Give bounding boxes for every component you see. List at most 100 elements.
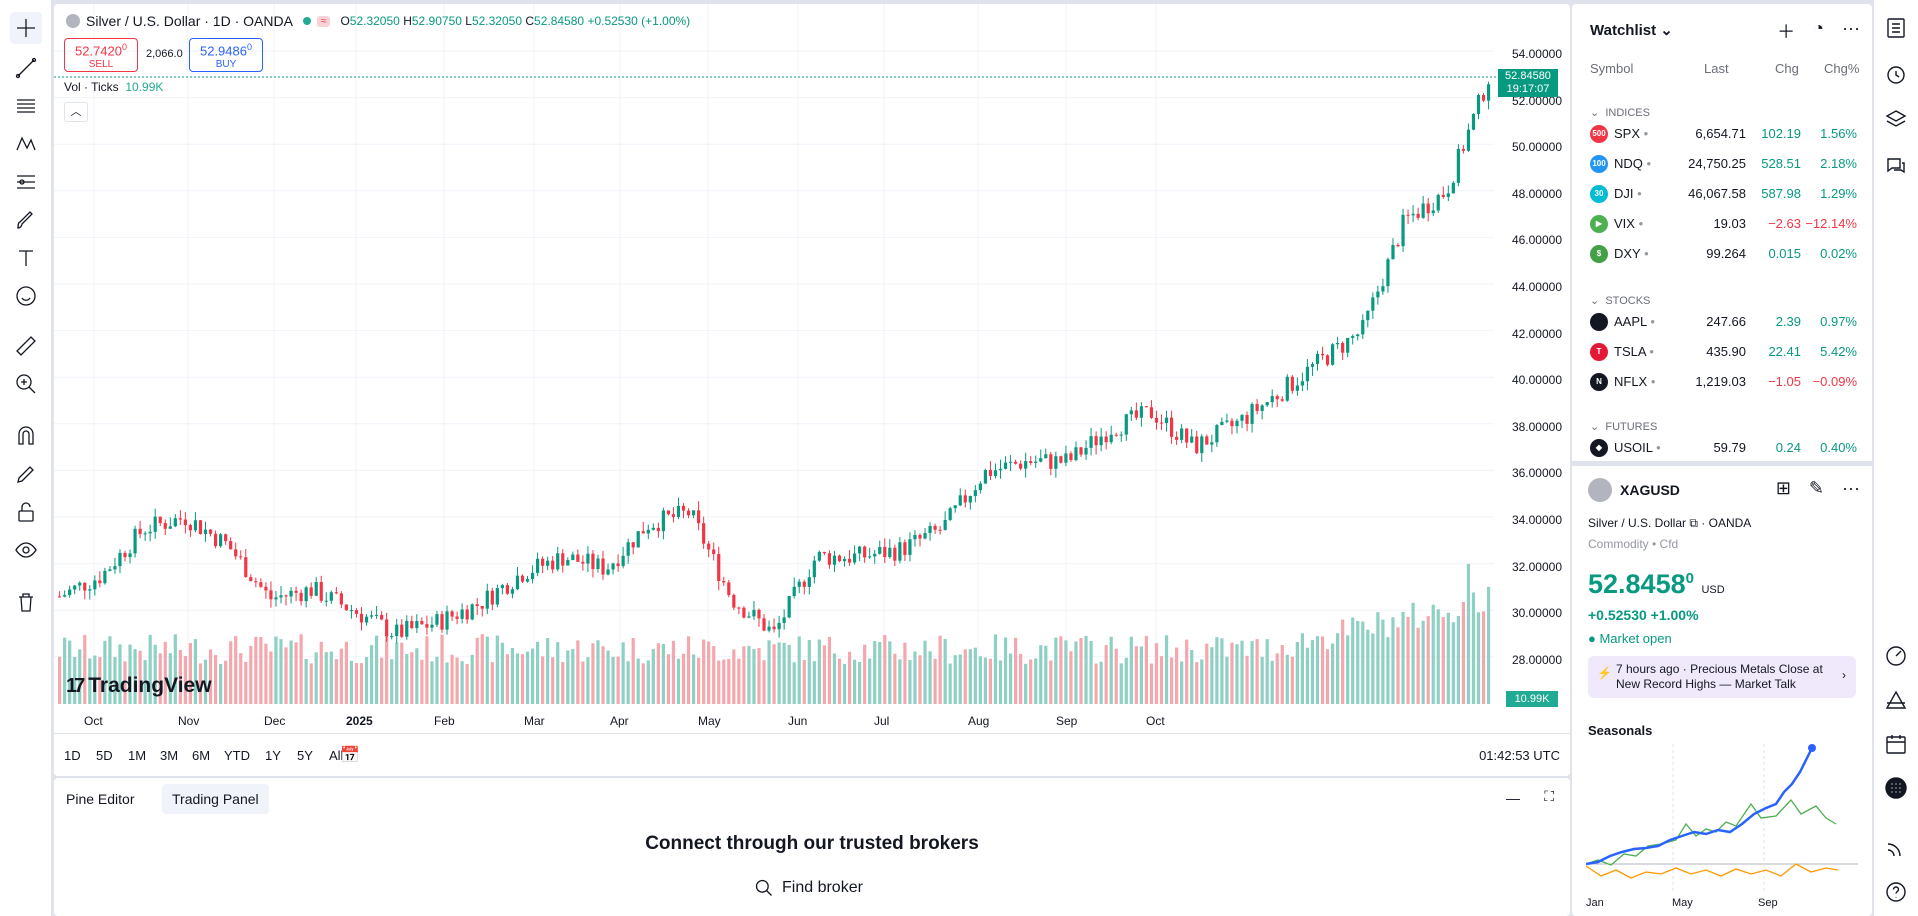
- pattern-icon[interactable]: [10, 128, 42, 160]
- range-button-all[interactable]: All: [329, 748, 344, 763]
- candle: [1396, 245, 1400, 247]
- news-item[interactable]: ⚡ 7 hours ago · Precious Metals Close at…: [1588, 656, 1856, 698]
- volume-legend[interactable]: Vol · Ticks 10.99K: [64, 80, 164, 94]
- candle: [1250, 404, 1254, 424]
- watchlist-row[interactable]: AAPL • 247.66 2.39 0.97%: [1572, 307, 1872, 337]
- alarm-icon[interactable]: [1880, 58, 1912, 90]
- layout-icon[interactable]: ⊞: [1775, 478, 1791, 498]
- range-button-5d[interactable]: 5D: [96, 748, 113, 763]
- range-button-ytd[interactable]: YTD: [224, 748, 250, 763]
- col-last[interactable]: Last: [1704, 61, 1729, 76]
- more-icon[interactable]: ···: [1842, 478, 1860, 498]
- range-button-1m[interactable]: 1M: [128, 748, 147, 763]
- tradingview-logo[interactable]: 17 TradingView: [66, 674, 212, 697]
- candle: [1305, 366, 1310, 382]
- volume-bar: [1008, 653, 1013, 704]
- time-axis-label: 2025: [346, 714, 373, 728]
- chat-icon[interactable]: [1880, 150, 1912, 182]
- emoji-icon[interactable]: [10, 280, 42, 312]
- seasonals-chart[interactable]: [1586, 744, 1858, 894]
- crosshair-icon[interactable]: [10, 12, 42, 44]
- trash-icon[interactable]: [10, 586, 42, 618]
- layers-icon[interactable]: [1880, 104, 1912, 136]
- col-chg-pct[interactable]: Chg%: [1824, 61, 1860, 76]
- text-icon[interactable]: [10, 242, 42, 274]
- ruler-icon[interactable]: [10, 330, 42, 362]
- minimize-icon[interactable]: —: [1506, 790, 1520, 806]
- watchlist-icon[interactable]: [1880, 12, 1912, 44]
- volume-bar: [631, 637, 635, 704]
- fib-retracement-icon[interactable]: [10, 90, 42, 122]
- broadcast-icon[interactable]: [1880, 832, 1912, 864]
- find-broker-button[interactable]: Find broker: [754, 878, 863, 898]
- chart-title[interactable]: Silver / U.S. Dollar · 1D · OANDA: [86, 13, 293, 29]
- magnet-icon[interactable]: [10, 420, 42, 452]
- watchlist-row[interactable]: ▶ VIX • 19.03 −2.63 −12.14%: [1572, 209, 1872, 239]
- candle: [1235, 420, 1239, 427]
- details-symbol[interactable]: XAGUSD: [1620, 482, 1680, 498]
- range-button-1y[interactable]: 1Y: [265, 748, 281, 763]
- trend-line-icon[interactable]: [10, 52, 42, 84]
- watchlist-row[interactable]: N NFLX • 1,219.03 −1.05 −0.09%: [1572, 367, 1872, 397]
- volume-bar: [374, 635, 379, 704]
- panel-divider[interactable]: [1572, 461, 1872, 466]
- candle: [1089, 436, 1093, 448]
- range-button-6m[interactable]: 6M: [192, 748, 211, 763]
- lock-drawing-pencil-icon[interactable]: [10, 458, 42, 490]
- range-button-5y[interactable]: 5Y: [297, 748, 313, 763]
- col-chg[interactable]: Chg: [1775, 61, 1799, 76]
- watchlist-row[interactable]: T TSLA • 435.90 22.41 5.42%: [1572, 337, 1872, 367]
- section-futures[interactable]: ⌄ FUTURES: [1590, 421, 1658, 433]
- zoom-in-icon[interactable]: [10, 368, 42, 400]
- eye-icon[interactable]: [10, 534, 42, 566]
- watchlist-row[interactable]: 500 SPX • 6,654.71 102.19 1.56%: [1572, 119, 1872, 149]
- utc-clock[interactable]: 01:42:53 UTC: [1479, 748, 1560, 763]
- volume-bar: [1260, 656, 1264, 704]
- price-axis[interactable]: 54.00000 52.00000 50.00000 48.00000 46.00000…: [1496, 4, 1570, 702]
- calendar-icon[interactable]: [1880, 728, 1912, 760]
- add-symbol-icon[interactable]: ＋: [1777, 22, 1796, 42]
- triangle-icon[interactable]: [1880, 684, 1912, 716]
- buy-button[interactable]: 52.94860 BUY: [189, 38, 263, 72]
- seasonals-title[interactable]: Seasonals: [1588, 723, 1653, 738]
- maximize-icon[interactable]: ⛶: [1544, 788, 1554, 804]
- help-icon[interactable]: [1880, 876, 1912, 908]
- section-indices[interactable]: ⌄ INDICES: [1590, 107, 1650, 119]
- collapse-legend-button[interactable]: ︿: [64, 102, 88, 122]
- edit-icon[interactable]: ✎: [1808, 478, 1825, 498]
- watchlist-title[interactable]: Watchlist ⌄: [1590, 22, 1673, 39]
- volume-bar: [88, 658, 92, 704]
- sell-button[interactable]: 52.74200 SELL: [64, 38, 138, 72]
- range-button-3m[interactable]: 3M: [160, 748, 179, 763]
- candle: [1094, 436, 1098, 446]
- silver-logo-icon: [1588, 478, 1612, 502]
- brush-icon[interactable]: [10, 204, 42, 236]
- tab-trading-panel[interactable]: Trading Panel: [162, 784, 269, 814]
- advanced-view-icon[interactable]: ◔: [1813, 18, 1825, 38]
- forecast-icon[interactable]: [10, 166, 42, 198]
- col-symbol[interactable]: Symbol: [1590, 61, 1634, 76]
- apps-icon[interactable]: [1880, 772, 1912, 804]
- target-icon[interactable]: [1880, 640, 1912, 672]
- volume-bar: [1426, 616, 1430, 704]
- details-name[interactable]: Silver / U.S. Dollar ⧉ · OANDA: [1588, 516, 1752, 530]
- watchlist-row[interactable]: ◆ USOIL • 59.79 0.24 0.40%: [1572, 433, 1872, 463]
- volume-bar: [792, 662, 796, 704]
- watchlist-chg-pct: −0.09%: [1812, 374, 1857, 389]
- watchlist-row[interactable]: 100 NDQ • 24,750.25 528.51 2.18%: [1572, 149, 1872, 179]
- watchlist-row[interactable]: $ DXY • 99.264 0.015 0.02%: [1572, 239, 1872, 269]
- volume-bar: [1185, 639, 1189, 704]
- range-button-1d[interactable]: 1D: [64, 748, 81, 763]
- more-options-icon[interactable]: ···: [1842, 18, 1860, 38]
- watchlist-chg: 528.51: [1761, 156, 1801, 171]
- volume-bar: [641, 663, 645, 704]
- volume-bar: [108, 636, 112, 704]
- watchlist-row[interactable]: 30 DJI • 46,067.58 587.98 1.29%: [1572, 179, 1872, 209]
- watchlist-chg-pct: 2.18%: [1820, 156, 1857, 171]
- price-chart[interactable]: [54, 4, 1570, 734]
- section-stocks[interactable]: ⌄ STOCKS: [1590, 295, 1651, 307]
- date-range-icon[interactable]: 📅: [340, 747, 360, 764]
- tab-pine-editor[interactable]: Pine Editor: [66, 791, 135, 807]
- chart-pane[interactable]: Silver / U.S. Dollar · 1D · OANDA ≈ O52.…: [54, 4, 1570, 776]
- lock-icon[interactable]: [10, 496, 42, 528]
